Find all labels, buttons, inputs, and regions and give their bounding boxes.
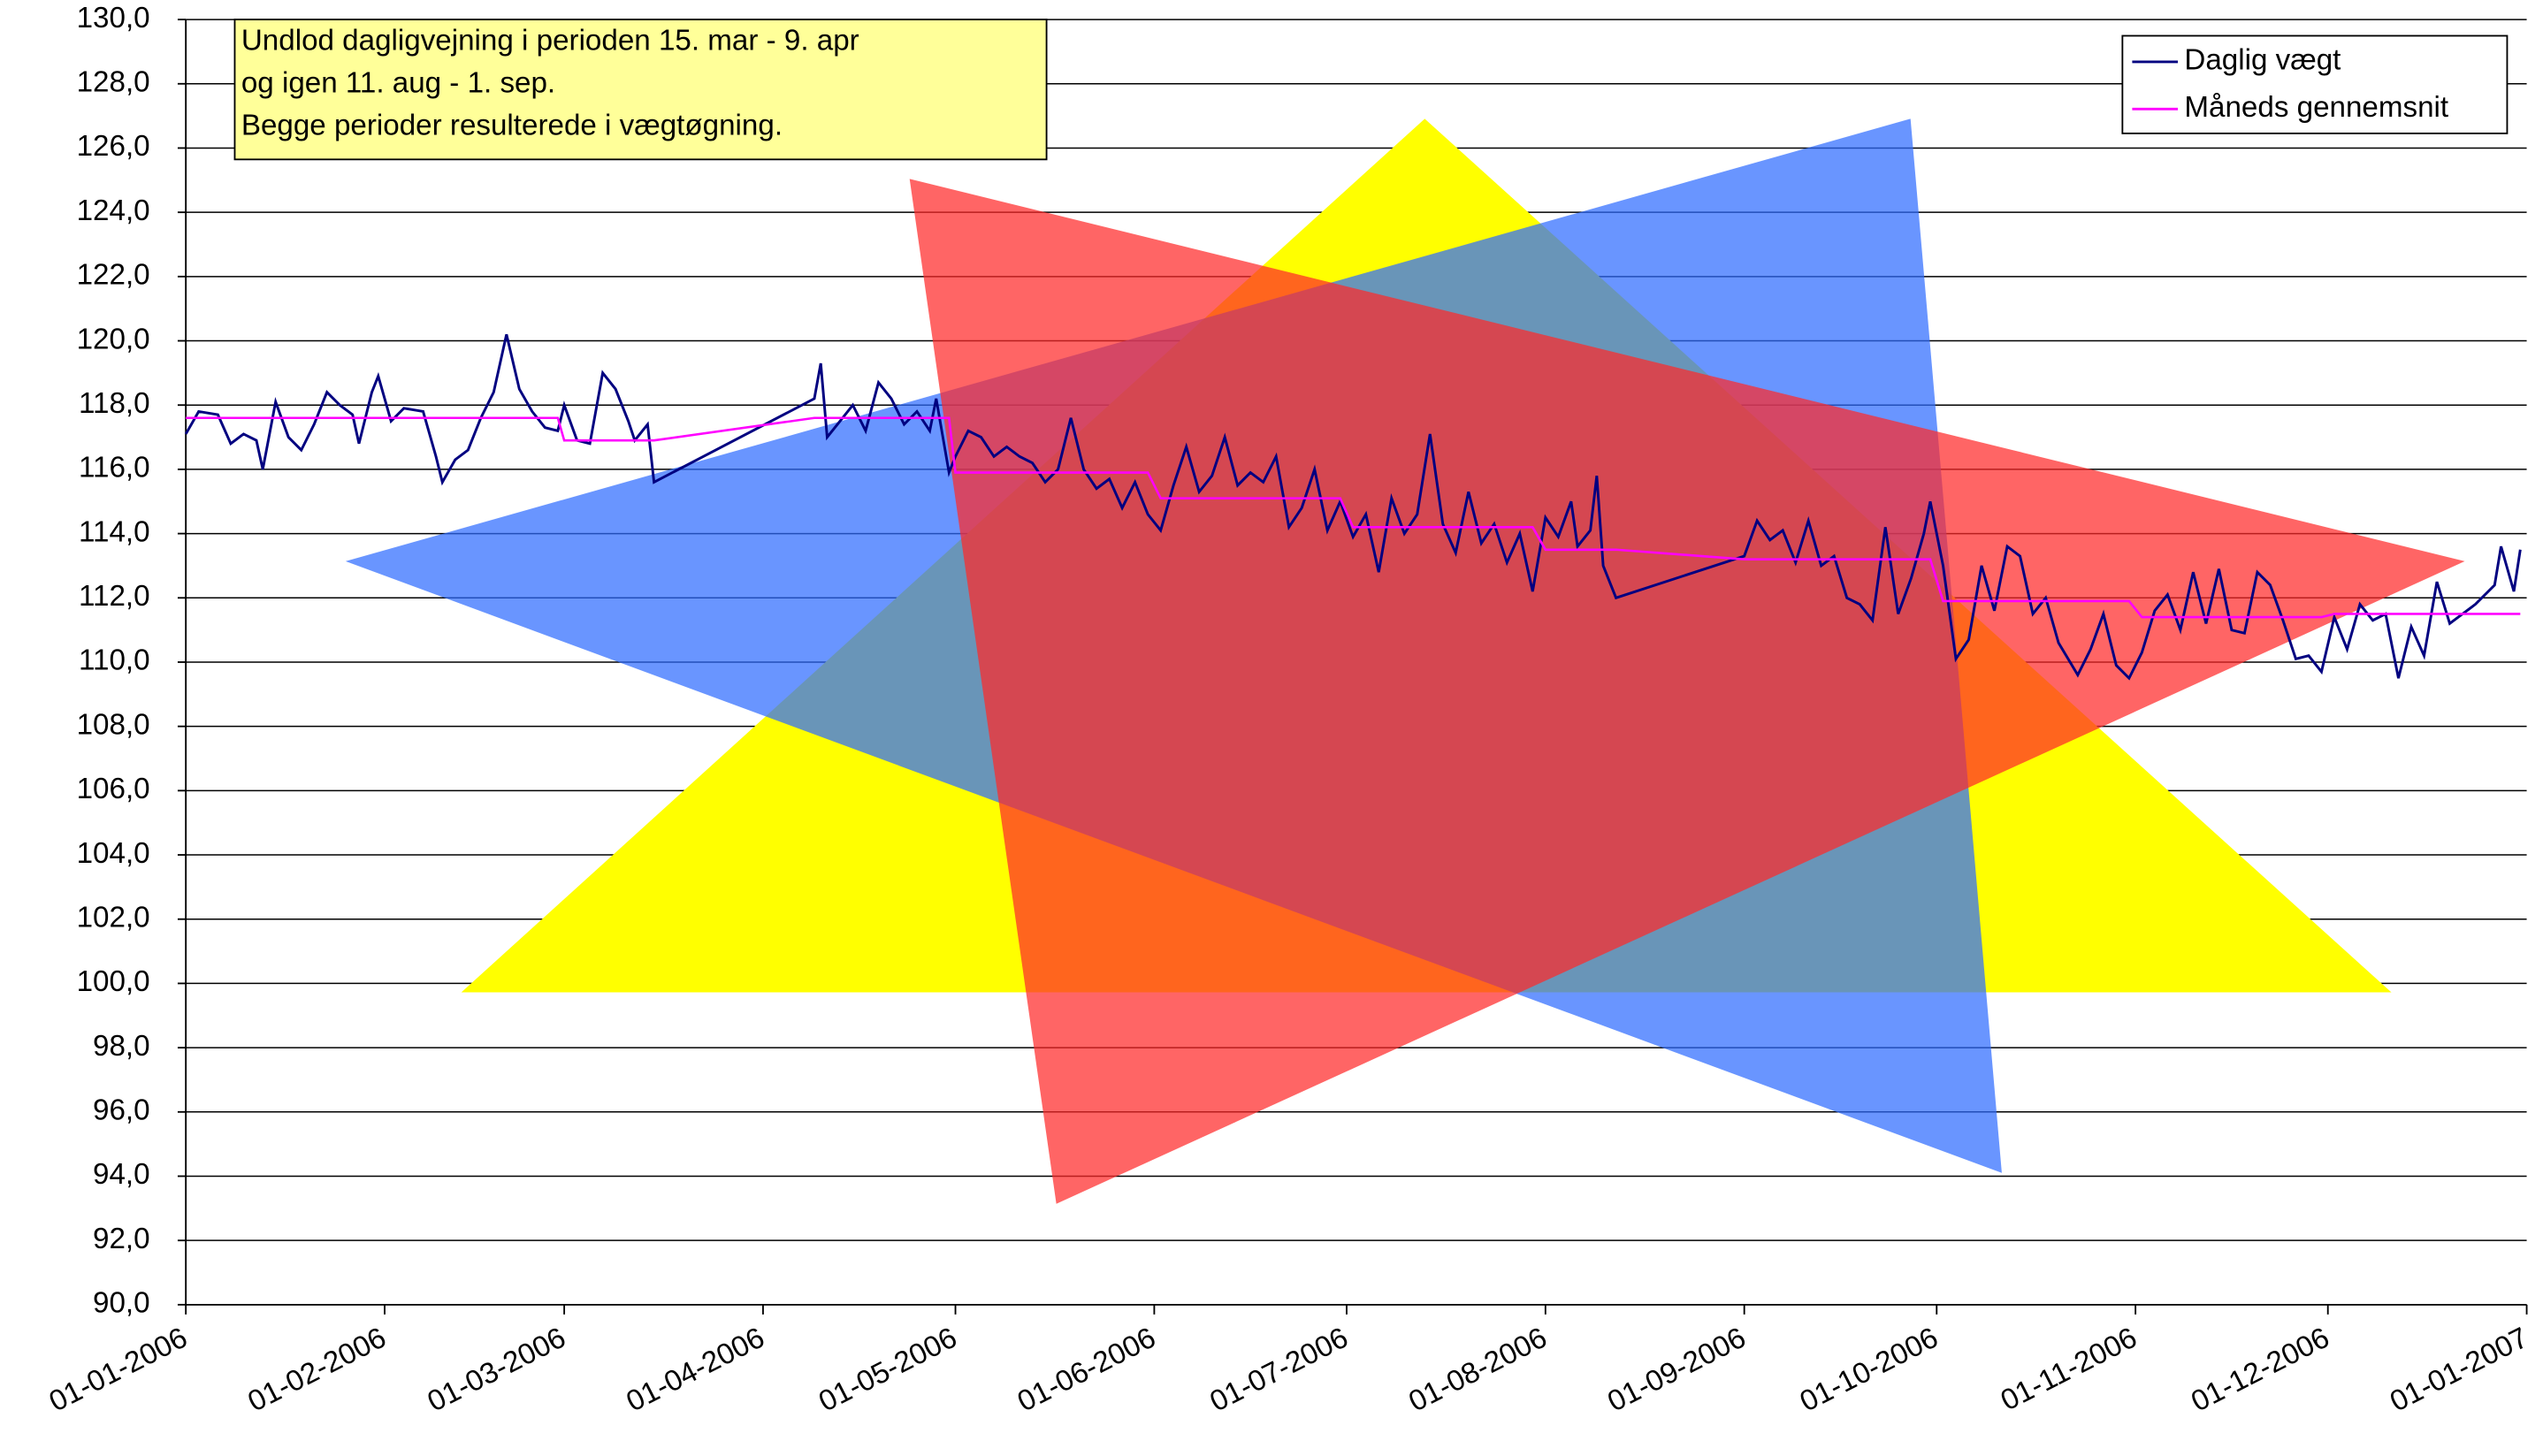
y-tick-label: 94,0 bbox=[93, 1158, 150, 1191]
legend-label: Måneds gennemsnit bbox=[2184, 91, 2448, 124]
annotation-line: og igen 11. aug - 1. sep. bbox=[241, 66, 555, 99]
x-tick-label: 01-02-2006 bbox=[243, 1322, 392, 1419]
x-tick-label: 01-08-2006 bbox=[1403, 1322, 1552, 1419]
legend-label: Daglig vægt bbox=[2184, 44, 2341, 77]
annotation-line: Undlod dagligvejning i perioden 15. mar … bbox=[241, 25, 859, 57]
y-tick-label: 116,0 bbox=[79, 452, 150, 484]
y-tick-label: 108,0 bbox=[77, 708, 150, 741]
x-tick-label: 01-07-2006 bbox=[1205, 1322, 1354, 1419]
y-tick-label: 122,0 bbox=[77, 259, 150, 292]
y-tick-label: 98,0 bbox=[93, 1030, 150, 1063]
x-tick-label: 01-09-2006 bbox=[1602, 1322, 1751, 1419]
annotation-line: Begge perioder resulterede i vægtøgning. bbox=[241, 109, 783, 141]
y-tick-label: 128,0 bbox=[77, 66, 150, 99]
y-tick-label: 110,0 bbox=[79, 644, 150, 677]
y-tick-label: 104,0 bbox=[77, 837, 150, 870]
y-tick-label: 96,0 bbox=[93, 1094, 150, 1127]
x-tick-label: 01-04-2006 bbox=[622, 1322, 770, 1419]
x-tick-label: 01-01-2006 bbox=[44, 1322, 193, 1419]
y-tick-label: 102,0 bbox=[77, 901, 150, 934]
y-tick-label: 90,0 bbox=[93, 1287, 150, 1320]
y-tick-label: 126,0 bbox=[77, 130, 150, 163]
y-tick-label: 112,0 bbox=[79, 580, 150, 613]
x-tick-label: 01-03-2006 bbox=[423, 1322, 571, 1419]
annotation: Undlod dagligvejning i perioden 15. mar … bbox=[234, 19, 1046, 159]
y-tick-label: 100,0 bbox=[77, 965, 150, 998]
y-tick-label: 106,0 bbox=[77, 773, 150, 805]
x-tick-label: 01-10-2006 bbox=[1795, 1322, 1944, 1419]
y-tick-label: 120,0 bbox=[77, 323, 150, 355]
x-tick-label: 01-12-2006 bbox=[2186, 1322, 2334, 1419]
x-tick-label: 01-05-2006 bbox=[813, 1322, 962, 1419]
legend: Daglig vægt Måneds gennemsnit bbox=[2122, 35, 2507, 133]
x-tick-label: 01-11-2006 bbox=[1996, 1322, 2142, 1418]
chart: 90,0 92,0 94,0 96,0 98,0 100,0 102,0 104,0 106,0… bbox=[0, 0, 2543, 1456]
y-tick-label: 124,0 bbox=[77, 194, 150, 227]
x-tick-label: 01-01-2007 bbox=[2385, 1322, 2533, 1419]
y-tick-label: 92,0 bbox=[93, 1223, 150, 1255]
y-tick-label: 130,0 bbox=[77, 2, 150, 34]
x-tick-label: 01-06-2006 bbox=[1012, 1322, 1161, 1419]
y-tick-label: 118,0 bbox=[79, 387, 150, 420]
y-tick-label: 114,0 bbox=[79, 515, 150, 548]
